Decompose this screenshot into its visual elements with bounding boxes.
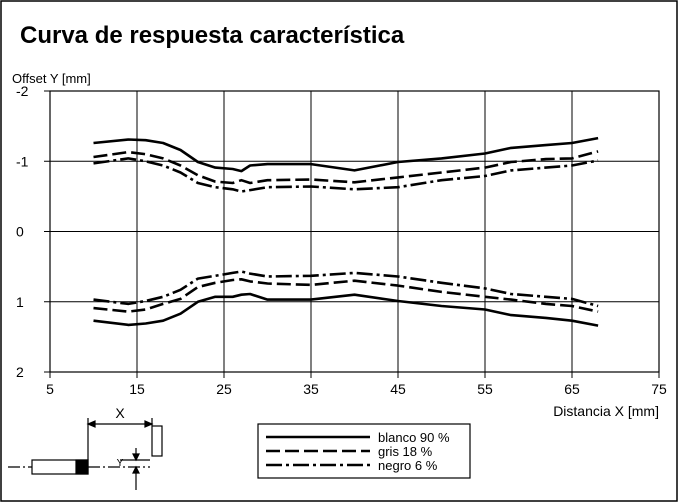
x-tick-label: 55 <box>477 381 493 397</box>
annotation: Y <box>117 458 124 469</box>
y-tick-label: -1 <box>16 153 29 169</box>
setup-diagram <box>8 418 163 490</box>
x-tick-label: 5 <box>46 381 54 397</box>
y-tick-label: 0 <box>16 224 24 240</box>
series-line <box>93 278 599 313</box>
y-tick-label: 1 <box>16 294 24 310</box>
series-line <box>93 292 599 327</box>
series-line <box>93 157 599 193</box>
y-tick-label: -2 <box>16 83 29 99</box>
x-tick-label: 45 <box>390 381 406 397</box>
series-line <box>93 136 599 173</box>
x-tick-label: 35 <box>303 381 319 397</box>
chart-title: Curva de respuesta característica <box>20 22 405 49</box>
y-axis-label: Offset Y [mm] <box>12 71 91 86</box>
x-tick-label: 15 <box>129 381 145 397</box>
series-line <box>93 270 599 308</box>
x-tick-label: 75 <box>651 381 667 397</box>
annotation: X <box>115 405 125 421</box>
series-line <box>93 150 599 185</box>
x-tick-label: 65 <box>564 381 580 397</box>
x-axis-label: Distancia X [mm] <box>553 403 659 419</box>
y-tick-label: 2 <box>16 364 24 380</box>
legend-label: negro 6 % <box>378 458 438 473</box>
legend-label: gris 18 % <box>378 444 433 459</box>
x-tick-label: 25 <box>216 381 232 397</box>
legend-label: blanco 90 % <box>378 430 450 445</box>
